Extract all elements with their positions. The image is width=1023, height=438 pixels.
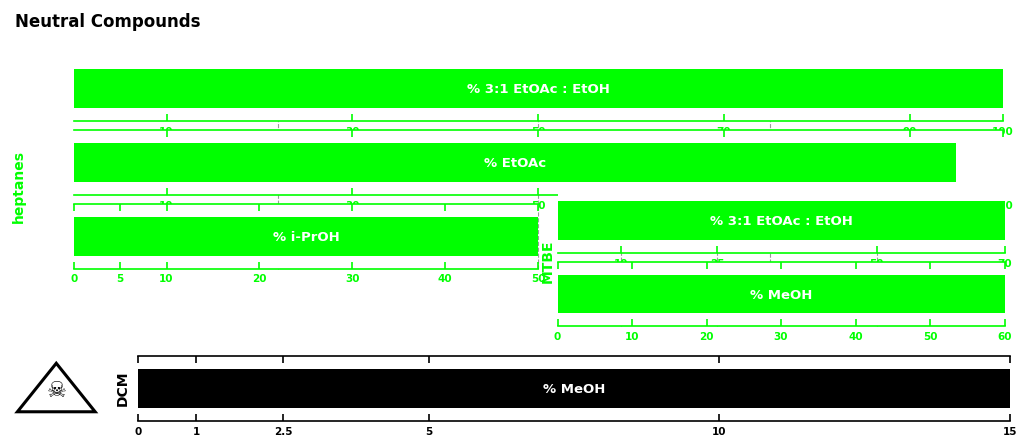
Text: % 3:1 EtOAc : EtOH: % 3:1 EtOAc : EtOH: [710, 214, 852, 227]
Bar: [138, 370, 1010, 408]
Text: MTBE: MTBE: [540, 239, 554, 283]
Text: % MeOH: % MeOH: [543, 382, 605, 396]
Text: heptanes: heptanes: [11, 150, 26, 223]
Text: % EtOAc: % EtOAc: [484, 156, 546, 170]
Bar: [74, 217, 538, 256]
Bar: [558, 201, 1005, 240]
Text: ☠: ☠: [46, 380, 66, 400]
Bar: [558, 275, 1005, 314]
Bar: [74, 144, 957, 182]
Text: % MeOH: % MeOH: [750, 288, 812, 301]
Text: % 3:1 EtOAc : EtOH: % 3:1 EtOAc : EtOH: [466, 83, 610, 96]
Bar: [74, 70, 1003, 109]
Text: % i-PrOH: % i-PrOH: [272, 230, 340, 243]
Text: DCM: DCM: [116, 370, 130, 405]
Text: Neutral Compounds: Neutral Compounds: [15, 13, 201, 31]
